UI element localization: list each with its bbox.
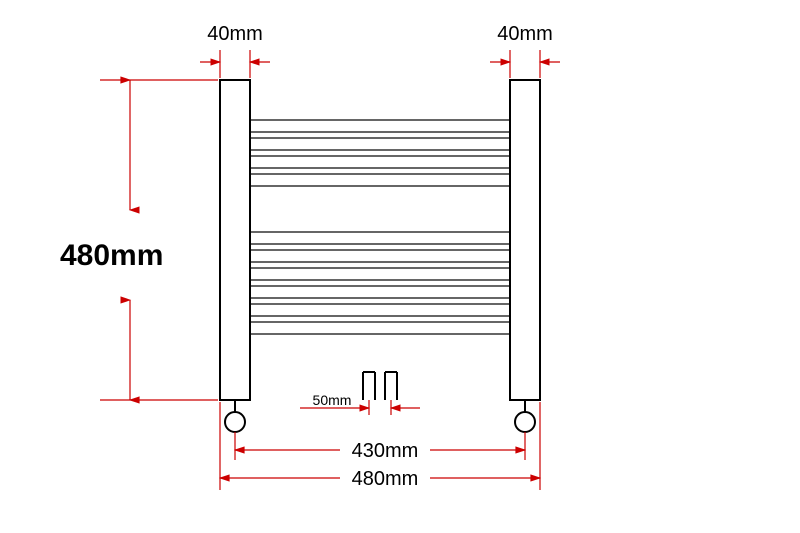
label-480mm-width: 480mm <box>352 468 419 490</box>
connection-ports <box>363 372 397 400</box>
radiator-bars <box>250 120 510 334</box>
radiator-body <box>220 80 540 432</box>
label-40mm-left: 40mm <box>207 23 263 45</box>
label-480mm-height: 480mm <box>60 239 163 272</box>
dim-50mm: 50mm <box>300 392 420 415</box>
label-50mm: 50mm <box>313 392 352 408</box>
mount-left <box>225 400 245 432</box>
dim-430mm: 430mm <box>235 432 525 462</box>
dim-top-left-40mm: 40mm <box>200 23 270 78</box>
dim-top-right-40mm: 40mm <box>490 23 560 78</box>
label-40mm-right: 40mm <box>497 23 553 45</box>
dim-height-480mm: 480mm <box>60 80 218 400</box>
mount-right <box>515 400 535 432</box>
diagram-canvas: 40mm 40mm 480mm 50mm 430mm <box>0 0 800 533</box>
label-430mm: 430mm <box>352 440 419 462</box>
